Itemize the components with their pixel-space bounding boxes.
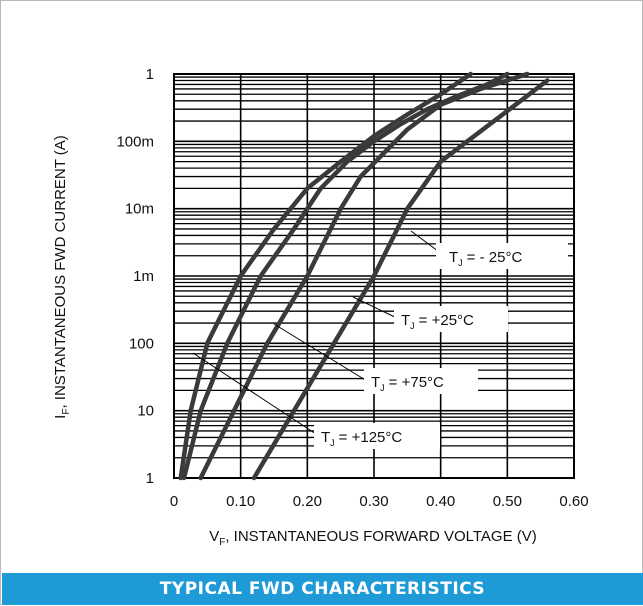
y-tick-label: 1m xyxy=(133,268,154,285)
y-axis-label: IF, INSTANTANEOUS FWD CURRENT (A) xyxy=(52,135,72,419)
leader-line xyxy=(192,352,320,437)
leader-line xyxy=(352,296,400,320)
y-axis-label-rest: , INSTANTANEOUS FWD CURRENT (A) xyxy=(52,135,69,408)
curve-label-bg xyxy=(364,368,478,394)
y-axis-label-sub: F xyxy=(61,409,72,415)
x-tick-label: 0.10 xyxy=(226,493,255,510)
curve-labels: TJ = - 25°C TJ = +25°C TJ = +75°C TJ = +125°… xyxy=(314,243,568,449)
curve-label-plus75: TJ = +75°C xyxy=(364,368,478,394)
x-tick-label: 0.20 xyxy=(293,493,322,510)
curve-label-bg xyxy=(436,243,568,269)
series-line xyxy=(251,78,550,481)
x-axis-label-main: V xyxy=(209,528,219,545)
series-line xyxy=(178,71,473,481)
curve-label-plus125: TJ = +125°C xyxy=(314,423,440,449)
y-tick-label: 100m xyxy=(116,133,154,150)
curves xyxy=(178,71,550,481)
x-tick-label: 0.30 xyxy=(359,493,388,510)
curve-label-text: TJ = - 25°C xyxy=(449,249,522,268)
curve-label-minus25: TJ = - 25°C xyxy=(436,243,568,269)
curve-label-bg xyxy=(394,306,508,332)
x-axis-label-rest: , INSTANTANEOUS FORWARD VOLTAGE (V) xyxy=(225,528,536,545)
grid xyxy=(173,73,575,479)
curve-label-text: TJ = +125°C xyxy=(321,429,402,448)
curve-label-bg xyxy=(314,423,440,449)
tick-labels: 0 0.10 0.20 0.30 0.40 0.50 0.60 1 10 100 1m 10m 100m… xyxy=(116,66,588,510)
y-tick-label: 1 xyxy=(146,66,154,83)
curve-label-text: TJ = +25°C xyxy=(401,312,474,331)
curve-label-text: TJ = +75°C xyxy=(371,374,444,393)
x-tick-label: 0.40 xyxy=(426,493,455,510)
plot-border xyxy=(173,73,575,479)
curve-label-plus25: TJ = +25°C xyxy=(394,306,508,332)
y-axis-label-main: I xyxy=(52,415,69,419)
y-tick-label: 10 xyxy=(137,403,154,420)
chart-title-banner: TYPICAL FWD CHARACTERISTICS xyxy=(2,573,643,605)
x-axis-label-sub: F xyxy=(219,537,225,548)
x-tick-label: 0 xyxy=(170,493,178,510)
y-tick-label: 10m xyxy=(125,201,154,218)
x-tick-label: 0.50 xyxy=(493,493,522,510)
leader-line xyxy=(273,323,368,382)
x-axis-label: VF, INSTANTANEOUS FORWARD VOLTAGE (V) xyxy=(209,528,537,548)
x-tick-label: 0.60 xyxy=(559,493,588,510)
y-tick-label: 100 xyxy=(129,335,154,352)
series-line xyxy=(198,71,530,481)
chart-svg: 0 0.10 0.20 0.30 0.40 0.50 0.60 1 10 100 1m 10m 100m… xyxy=(52,66,589,548)
y-tick-label: 1 xyxy=(146,470,154,487)
